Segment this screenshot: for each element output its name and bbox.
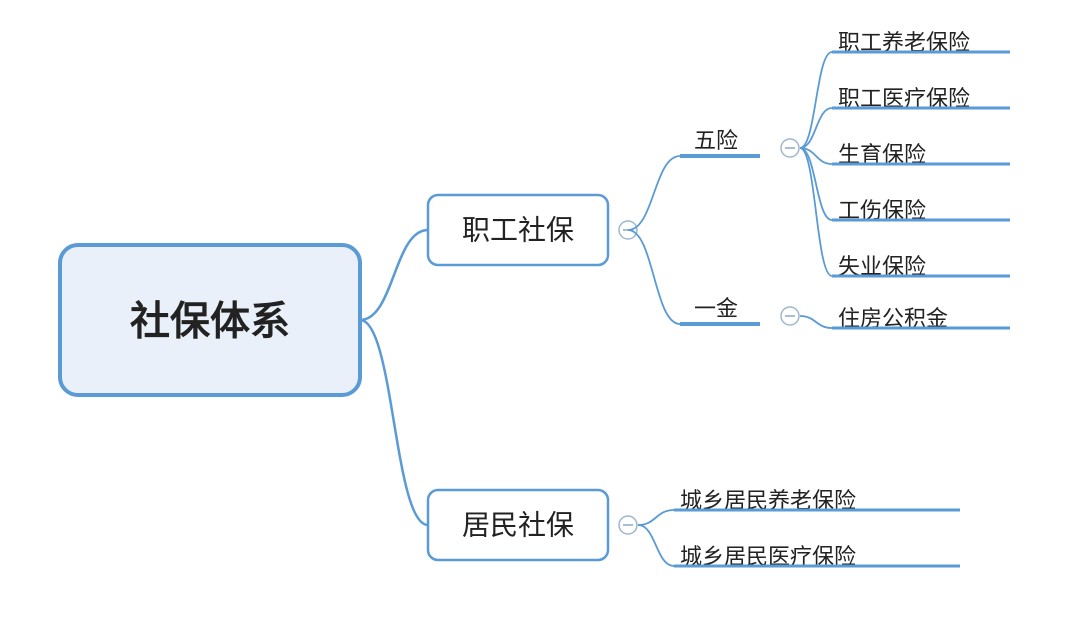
toggle-wuxian[interactable] [781, 139, 799, 157]
sub-label-yijin: 一金 [694, 296, 738, 321]
connector [800, 148, 832, 276]
root-label: 社保体系 [130, 300, 290, 344]
toggle-yijin[interactable] [781, 307, 799, 325]
branch-resident: 居民社保 [428, 490, 608, 560]
branch-label: 职工社保 [462, 214, 574, 245]
connector [800, 108, 832, 148]
connector [360, 320, 428, 525]
sub-label-wuxian: 五险 [694, 128, 738, 153]
connector [638, 510, 674, 525]
connector [360, 230, 428, 320]
toggle-resident[interactable] [619, 516, 637, 534]
connector [628, 156, 680, 230]
branch-employee: 职工社保 [428, 195, 608, 265]
connector [800, 316, 832, 328]
connector [628, 230, 680, 324]
connector [638, 525, 674, 566]
root-node: 社保体系 [60, 245, 360, 395]
connector [800, 52, 832, 148]
branch-label: 居民社保 [462, 509, 574, 540]
